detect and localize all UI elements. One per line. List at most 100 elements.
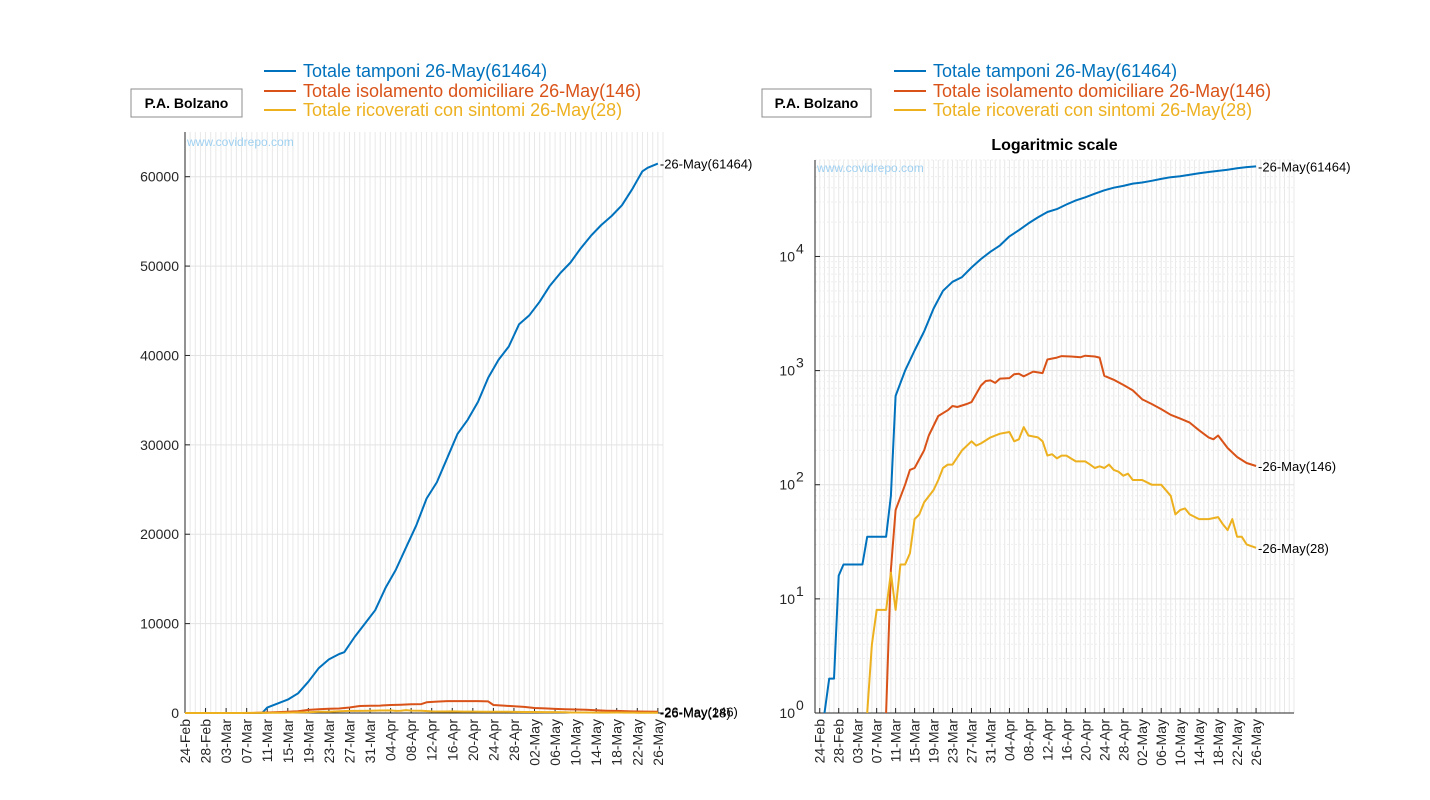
end-label-2: -26-May(146) (660, 705, 738, 720)
y-tick-label: 10 (779, 363, 795, 379)
x-tick-label: 16-Apr (444, 719, 460, 761)
x-tick-label: 07-Mar (869, 719, 885, 764)
x-tick-label: 28-Feb (831, 719, 847, 764)
end-labels: -26-May(61464) -26-May(146) -26-May(28) (1258, 159, 1351, 555)
x-tick-labels: 24-Feb 28-Feb 03-Mar 07-Mar 11-Mar 15-Mar 19-M… (177, 708, 666, 766)
y-tick-label: 50000 (140, 258, 179, 274)
x-tick-label: 24-Apr (485, 719, 501, 761)
series-line-3 (185, 709, 658, 714)
x-tick-label: 28-Feb (198, 719, 214, 764)
x-tick-label: 15-Mar (280, 719, 296, 764)
y-tick-exponent: 4 (796, 240, 804, 256)
x-tick-label: 26-May (650, 719, 666, 766)
horizontal-gridlines (815, 159, 1294, 714)
series-lines (823, 165, 1257, 713)
y-tick-exponent: 2 (796, 469, 804, 485)
y-tick-exponent: 0 (796, 697, 804, 713)
x-tick-label: 10-May (568, 719, 584, 766)
x-tick-label: 22-May (1229, 719, 1245, 766)
x-tick-label: 14-May (1191, 719, 1207, 766)
y-tick-exponent: 3 (796, 355, 804, 371)
x-tick-label: 23-Mar (945, 719, 961, 764)
end-label-3: -26-May(28) (660, 706, 731, 721)
region-label: P.A. Bolzano (145, 95, 229, 111)
series-line-1 (823, 165, 1257, 713)
x-tick-label: 10-May (1172, 719, 1188, 766)
y-tick-label: 10 (779, 591, 795, 607)
legend-entry-2: Totale isolamento domiciliare 26-May(146… (933, 81, 1271, 101)
series-line-3 (866, 426, 1257, 713)
y-tick-label: 20000 (140, 526, 179, 542)
vertical-gridlines (184, 132, 664, 713)
x-tick-label: 07-Mar (239, 719, 255, 764)
x-tick-label: 26-May (1248, 719, 1264, 766)
x-tick-label: 12-Apr (424, 719, 440, 761)
x-tick-label: 12-Apr (1039, 719, 1055, 761)
end-label-1: -26-May(61464) (1258, 159, 1351, 174)
x-tick-label: 11-Mar (259, 719, 275, 763)
x-tick-label: 18-May (1210, 719, 1226, 766)
x-tick-label: 28-Apr (1115, 719, 1131, 761)
x-tick-label: 23-Mar (321, 719, 337, 764)
y-tick-label: 10 (779, 248, 795, 264)
y-tick-label: 10 (779, 477, 795, 493)
y-tick-label: 40000 (140, 347, 179, 363)
x-tick-label: 02-May (527, 719, 543, 766)
series-lines (185, 162, 659, 714)
y-tick-label: 10000 (140, 616, 179, 632)
region-label-box (761, 88, 872, 118)
x-tick-label: 28-Apr (506, 719, 522, 761)
x-tick-label: 06-May (1153, 719, 1169, 766)
end-labels: -26-May(61464) -26-May(146)-26-May(28) (660, 157, 753, 721)
x-tick-label: 08-Apr (403, 719, 419, 761)
y-tick-exponent: 1 (796, 583, 804, 599)
region-label: P.A. Bolzano (775, 95, 859, 111)
end-label-2: -26-May(146) (1258, 459, 1336, 474)
legend-entry-1: Totale tamponi 26-May(61464) (303, 61, 547, 81)
x-tick-label: 27-Mar (341, 719, 357, 764)
chart-title: Logaritmic scale (991, 137, 1117, 154)
x-tick-label: 24-Feb (812, 719, 828, 764)
legend-entry-3: Totale ricoverati con sintomi 26-May(28) (933, 100, 1252, 120)
series-line-2 (185, 700, 658, 714)
end-label-3: -26-May(28) (1258, 541, 1329, 556)
x-tick-label: 19-Mar (300, 719, 316, 764)
x-tick-label: 18-May (609, 719, 625, 766)
x-tick-label: 31-Mar (362, 719, 378, 764)
x-tick-label: 04-Apr (1001, 719, 1017, 761)
series-line-1 (185, 162, 659, 714)
x-tick-label: 20-Apr (1077, 719, 1093, 761)
legend-entry-2: Totale isolamento domiciliare 26-May(146… (303, 81, 641, 101)
x-tick-label: 14-May (588, 719, 604, 766)
legend-entry-3: Totale ricoverati con sintomi 26-May(28) (303, 100, 622, 120)
x-tick-label: 16-Apr (1058, 719, 1074, 761)
x-tick-label: 27-Mar (964, 719, 980, 764)
x-tick-label: 03-Mar (850, 719, 866, 764)
x-tick-label: 31-Mar (982, 719, 998, 764)
y-tick-label: 60000 (140, 169, 179, 185)
y-tick-label: 10 (779, 705, 795, 721)
y-tick-labels: 0 10000 20000 30000 40000 50000 60000 (140, 169, 190, 721)
y-tick-label: 30000 (140, 437, 179, 453)
x-tick-label: 24-Apr (1096, 719, 1112, 761)
x-tick-label: 24-Feb (177, 719, 193, 764)
x-tick-label: 02-May (1134, 719, 1150, 766)
chart-panel-1: 0 10000 20000 30000 40000 50000 60000 24-Feb 28-… (130, 61, 753, 766)
x-tick-label: 04-Apr (383, 719, 399, 761)
x-tick-label: 03-Mar (218, 719, 234, 764)
x-tick-label: 15-Mar (907, 719, 923, 764)
watermark-text: www.covidrepo.com (816, 161, 924, 175)
x-tick-label: 08-Apr (1020, 719, 1036, 761)
vertical-gridlines (814, 160, 1295, 713)
legend: Totale tamponi 26-May(61464)Totale isola… (264, 61, 641, 120)
x-tick-label: 22-May (629, 719, 645, 766)
end-label-1: -26-May(61464) (660, 157, 753, 172)
x-tick-label: 19-Mar (926, 719, 942, 764)
series-line-2 (885, 354, 1257, 713)
x-tick-label: 06-May (547, 719, 563, 766)
legend-entry-1: Totale tamponi 26-May(61464) (933, 61, 1177, 81)
y-tick-label: 0 (171, 705, 179, 721)
